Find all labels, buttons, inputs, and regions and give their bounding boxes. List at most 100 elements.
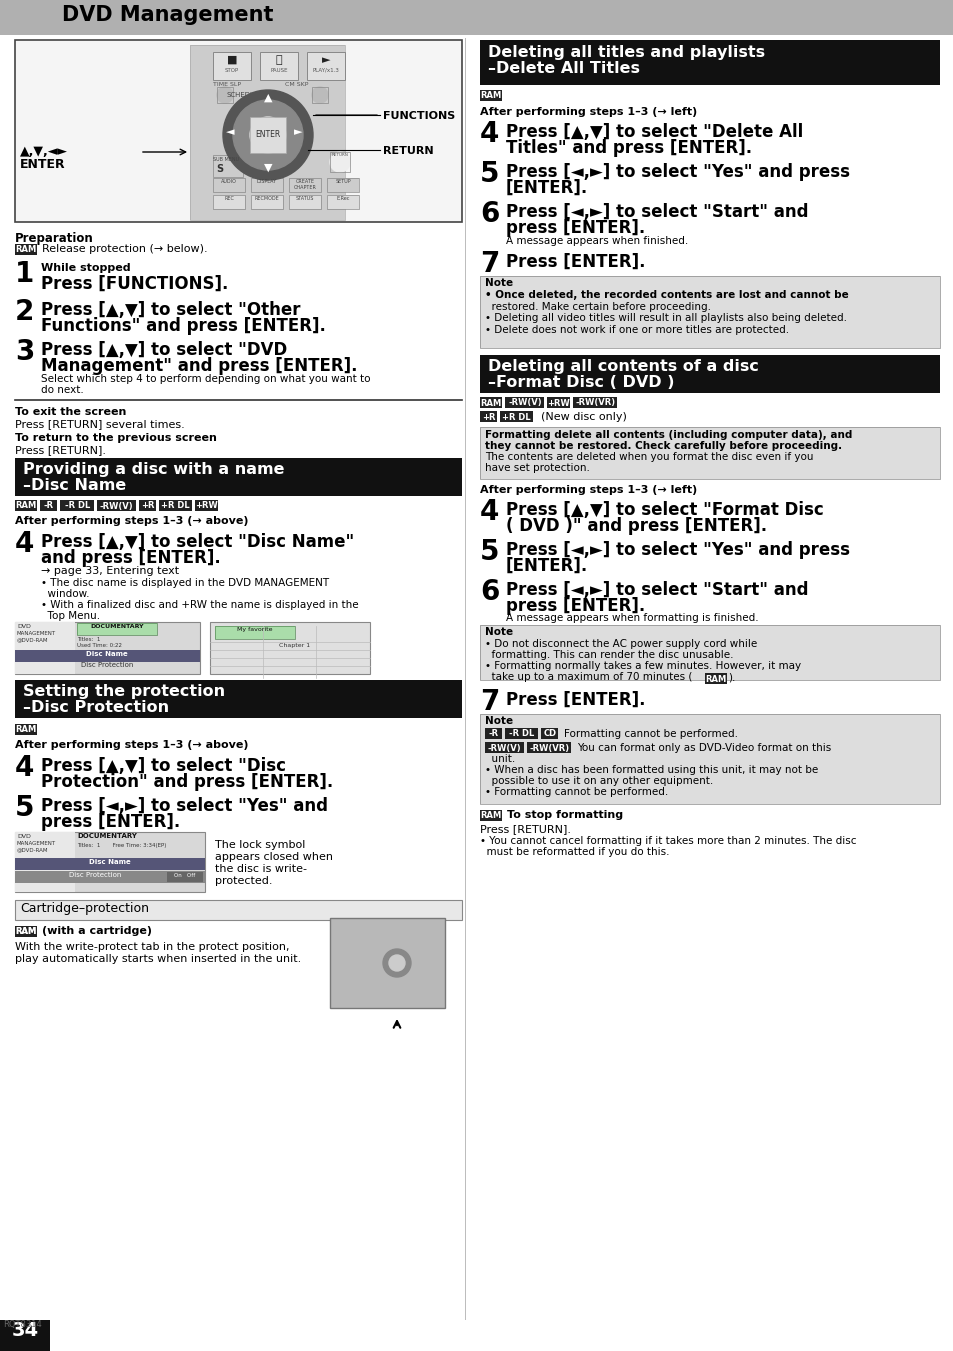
Text: ►: ► bbox=[294, 127, 302, 136]
Text: → page 33, Entering text: → page 33, Entering text bbox=[41, 566, 179, 576]
Text: they cannot be restored. Check carefully before proceeding.: they cannot be restored. Check carefully… bbox=[484, 440, 841, 451]
Text: Disc Protection: Disc Protection bbox=[81, 662, 133, 667]
Text: ENTER: ENTER bbox=[20, 158, 66, 172]
Bar bbox=[330, 917, 444, 1008]
Bar bbox=[40, 500, 57, 511]
Text: ◄: ◄ bbox=[226, 127, 234, 136]
Bar bbox=[526, 742, 571, 753]
Text: –Disc Protection: –Disc Protection bbox=[23, 700, 169, 715]
Text: +R: +R bbox=[141, 501, 154, 511]
Text: 3: 3 bbox=[15, 338, 34, 366]
Text: After performing steps 1–3 (→ above): After performing steps 1–3 (→ above) bbox=[15, 516, 248, 526]
Text: Formatting delete all contents (including computer data), and: Formatting delete all contents (includin… bbox=[484, 430, 851, 440]
Text: Used Time: 0:22: Used Time: 0:22 bbox=[77, 643, 122, 648]
Bar bbox=[213, 178, 245, 192]
Text: Press [▲,▼] to select "Disc Name": Press [▲,▼] to select "Disc Name" bbox=[41, 534, 354, 551]
Bar bbox=[15, 650, 200, 662]
Bar bbox=[479, 811, 502, 821]
Text: Note: Note bbox=[484, 627, 513, 638]
Bar bbox=[479, 427, 939, 480]
Text: FUNCTIONS: FUNCTIONS bbox=[382, 111, 455, 122]
Bar bbox=[167, 871, 203, 882]
Bar bbox=[216, 86, 233, 103]
Text: CD: CD bbox=[543, 730, 556, 739]
Text: Select which step 4 to perform depending on what you want to: Select which step 4 to perform depending… bbox=[41, 374, 370, 384]
Text: 5: 5 bbox=[479, 538, 499, 566]
Text: SETUP: SETUP bbox=[335, 178, 351, 184]
Text: 5: 5 bbox=[479, 159, 499, 188]
Bar bbox=[541, 728, 558, 739]
Text: -R: -R bbox=[488, 730, 498, 739]
Text: formatting. This can render the disc unusable.: formatting. This can render the disc unu… bbox=[484, 650, 733, 661]
Text: ( DVD )" and press [ENTER].: ( DVD )" and press [ENTER]. bbox=[505, 517, 766, 535]
Text: Disc Name: Disc Name bbox=[89, 859, 131, 865]
Text: 5: 5 bbox=[15, 794, 34, 821]
Bar bbox=[479, 626, 939, 680]
Text: press [ENTER].: press [ENTER]. bbox=[41, 813, 180, 831]
Text: E.Rec: E.Rec bbox=[336, 196, 350, 201]
Text: CREATE
CHAPTER: CREATE CHAPTER bbox=[294, 178, 316, 189]
Text: (with a cartridge): (with a cartridge) bbox=[43, 925, 152, 936]
Text: DOCUMENTARY: DOCUMENTARY bbox=[77, 834, 136, 839]
Text: RAM: RAM bbox=[15, 246, 37, 254]
Text: and press [ENTER].: and press [ENTER]. bbox=[41, 549, 220, 567]
Bar bbox=[250, 118, 286, 153]
Text: –Format Disc ( DVD ): –Format Disc ( DVD ) bbox=[488, 376, 674, 390]
Bar bbox=[289, 195, 320, 209]
Text: appears closed when: appears closed when bbox=[214, 852, 333, 862]
Text: Deleting all contents of a disc: Deleting all contents of a disc bbox=[488, 359, 758, 374]
Text: Press [▲,▼] to select "Format Disc: Press [▲,▼] to select "Format Disc bbox=[505, 501, 822, 519]
Text: • You cannot cancel formatting if it takes more than 2 minutes. The disc: • You cannot cancel formatting if it tak… bbox=[479, 836, 856, 846]
Text: RAM: RAM bbox=[15, 501, 37, 511]
Text: My favorite: My favorite bbox=[237, 627, 273, 632]
Text: play automatically starts when inserted in the unit.: play automatically starts when inserted … bbox=[15, 954, 301, 965]
Bar bbox=[213, 195, 245, 209]
Text: Protection" and press [ENTER].: Protection" and press [ENTER]. bbox=[41, 773, 333, 790]
Bar bbox=[547, 397, 569, 408]
Bar bbox=[15, 621, 200, 674]
Bar bbox=[330, 917, 444, 1008]
Text: • When a disc has been formatted using this unit, it may not be: • When a disc has been formatted using t… bbox=[484, 765, 818, 775]
Bar bbox=[77, 623, 157, 635]
Text: Press [▲,▼] to select "Disc: Press [▲,▼] to select "Disc bbox=[41, 757, 286, 775]
Text: do next.: do next. bbox=[41, 385, 84, 394]
Circle shape bbox=[389, 955, 405, 971]
Text: -R DL: -R DL bbox=[509, 730, 534, 739]
Text: 7: 7 bbox=[479, 250, 498, 278]
Text: Top Menu.: Top Menu. bbox=[41, 611, 100, 621]
Bar bbox=[190, 45, 345, 220]
Text: AUDIO: AUDIO bbox=[221, 178, 236, 184]
Bar bbox=[213, 155, 243, 177]
Text: To exit the screen: To exit the screen bbox=[15, 407, 126, 417]
Bar bbox=[479, 427, 939, 480]
Text: Press [▲,▼] to select "Other: Press [▲,▼] to select "Other bbox=[41, 301, 300, 319]
Text: After performing steps 1–3 (→ above): After performing steps 1–3 (→ above) bbox=[15, 740, 248, 750]
Text: After performing steps 1–3 (→ left): After performing steps 1–3 (→ left) bbox=[479, 107, 697, 118]
Bar bbox=[15, 832, 205, 892]
Bar bbox=[213, 195, 245, 209]
Bar bbox=[251, 178, 283, 192]
Text: RAM: RAM bbox=[480, 92, 501, 100]
Text: MANAGEMENT: MANAGEMENT bbox=[17, 842, 56, 846]
Bar bbox=[327, 178, 358, 192]
Text: A message appears when finished.: A message appears when finished. bbox=[505, 236, 687, 246]
Text: Deleting all titles and playlists: Deleting all titles and playlists bbox=[488, 45, 764, 59]
Text: Management" and press [ENTER].: Management" and press [ENTER]. bbox=[41, 357, 357, 376]
Text: DVD Management: DVD Management bbox=[62, 5, 274, 26]
Text: RECMODE: RECMODE bbox=[254, 196, 279, 201]
Text: RETURN: RETURN bbox=[332, 153, 348, 157]
Bar bbox=[159, 500, 193, 511]
Text: DVD: DVD bbox=[17, 624, 30, 630]
Text: [ENTER].: [ENTER]. bbox=[505, 557, 588, 576]
Text: @DVD-RAM: @DVD-RAM bbox=[17, 638, 49, 642]
Bar bbox=[213, 51, 251, 80]
Text: Press [FUNCTIONS].: Press [FUNCTIONS]. bbox=[41, 276, 228, 293]
Bar bbox=[195, 500, 218, 511]
Text: Titles" and press [ENTER].: Titles" and press [ENTER]. bbox=[505, 139, 751, 157]
Text: PAUSE: PAUSE bbox=[270, 68, 288, 73]
Text: RQT8314: RQT8314 bbox=[3, 1320, 42, 1329]
Bar bbox=[312, 86, 328, 103]
Bar bbox=[484, 742, 523, 753]
Bar bbox=[251, 178, 283, 192]
Text: Note: Note bbox=[484, 278, 513, 288]
